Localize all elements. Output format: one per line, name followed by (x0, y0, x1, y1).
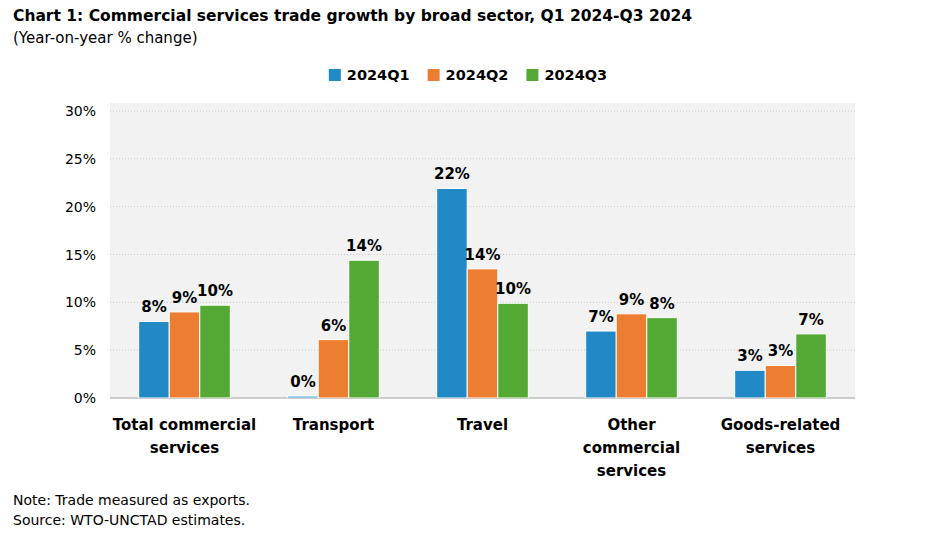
data-label: 7% (588, 308, 613, 326)
y-tick-label: 25% (65, 151, 96, 167)
data-label: 8% (141, 298, 166, 316)
grid-line (110, 111, 855, 112)
bar (498, 303, 529, 398)
x-tick-label-line: services (746, 439, 815, 457)
x-tick-label: Other commercial services (583, 416, 680, 480)
data-label: 22% (434, 165, 470, 183)
data-label: 0% (290, 373, 315, 391)
x-tick-label-line: Transport (293, 416, 374, 434)
data-label: 10% (495, 280, 531, 298)
grid (110, 111, 855, 398)
legend-swatch (329, 69, 341, 81)
note: Note: Trade measured as exports. (13, 492, 250, 508)
x-tick-label: Total commercial services (113, 416, 257, 457)
x-tick-label-line: services (150, 439, 219, 457)
data-label: 3% (737, 347, 762, 365)
x-tick-label-line: Other (607, 416, 656, 434)
title: Chart 1: Commercial services trade growt… (13, 7, 692, 25)
y-tick-label: 0% (74, 390, 96, 406)
legend-label: 2024Q1 (347, 67, 410, 83)
x-tick-label-line: Goods-related (721, 416, 841, 434)
legend: 2024Q1 2024Q2 2024Q3 (329, 67, 607, 83)
data-label: 8% (649, 295, 674, 313)
data-label: 10% (197, 282, 233, 300)
legend-label: 2024Q2 (446, 67, 509, 83)
page: {"chart_data": {"type": "bar", "title": … (0, 0, 945, 536)
data-label: 14% (465, 246, 501, 264)
data-labels: 8% 0% 22% 7% 3% 9% 6% 14% 9% 3% 10% 14% 10% 8% 7% (141, 165, 824, 391)
source: Source: WTO-UNCTAD estimates. (13, 512, 245, 528)
data-label: 6% (321, 317, 346, 335)
legend-swatch (428, 69, 440, 81)
bar (318, 340, 349, 398)
bar (467, 269, 498, 398)
x-tick-label: Transport (293, 416, 374, 434)
data-label: 14% (346, 237, 382, 255)
legend-swatch (526, 69, 538, 81)
y-tick-label: 5% (74, 342, 96, 358)
grid-line (110, 206, 855, 207)
bar (765, 365, 796, 398)
x-tick-label-line: commercial (583, 439, 680, 457)
data-label: 9% (172, 289, 197, 307)
bar (647, 318, 678, 398)
x-tick-label-line: Travel (457, 416, 508, 434)
x-tick-label-line: services (597, 462, 666, 480)
bar (437, 188, 468, 398)
bar (586, 331, 617, 398)
data-label: 3% (768, 342, 793, 360)
bars (139, 188, 827, 398)
y-tick-label: 30% (65, 103, 96, 119)
data-label: 9% (619, 291, 644, 309)
y-tick-label: 15% (65, 247, 96, 263)
bar (139, 321, 170, 398)
legend-label: 2024Q3 (544, 67, 607, 83)
chart: Chart 1: Commercial services trade growt… (0, 0, 945, 536)
y-tick-label: 10% (65, 294, 96, 310)
subtitle: (Year-on-year % change) (13, 29, 197, 47)
bar (288, 396, 319, 398)
bar (200, 305, 231, 398)
x-tick-label: Goods-related services (721, 416, 841, 457)
x-tick-label: Travel (457, 416, 508, 434)
y-tick-label: 20% (65, 199, 96, 215)
bar (349, 260, 380, 398)
bar (169, 312, 200, 398)
bar (735, 370, 766, 398)
grid-line (110, 158, 855, 159)
bar (796, 334, 827, 398)
x-tick-label-line: Total commercial (113, 416, 257, 434)
plot-area (110, 103, 855, 398)
bar (616, 314, 647, 398)
data-label: 7% (798, 311, 823, 329)
